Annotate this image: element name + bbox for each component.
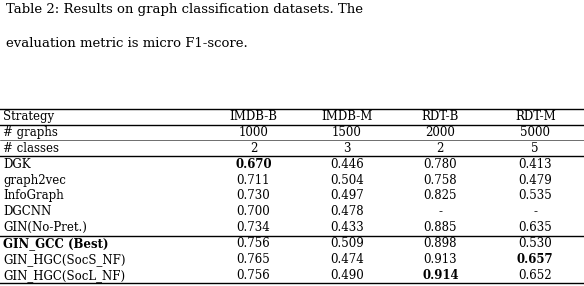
Text: 5000: 5000	[520, 126, 550, 139]
Text: 0.765: 0.765	[237, 253, 270, 266]
Text: 0.479: 0.479	[519, 174, 552, 186]
Text: 0.413: 0.413	[519, 158, 552, 171]
Text: 0.474: 0.474	[330, 253, 364, 266]
Text: DGCNN: DGCNN	[3, 205, 51, 218]
Text: GIN_GCC (Best): GIN_GCC (Best)	[3, 237, 109, 250]
Text: 0.914: 0.914	[422, 269, 458, 282]
Text: 5: 5	[531, 142, 539, 155]
Text: # classes: # classes	[3, 142, 59, 155]
Text: # graphs: # graphs	[3, 126, 58, 139]
Text: 0.504: 0.504	[330, 174, 364, 186]
Text: 0.652: 0.652	[519, 269, 552, 282]
Text: 0.780: 0.780	[423, 158, 457, 171]
Text: 0.478: 0.478	[330, 205, 364, 218]
Text: 0.898: 0.898	[423, 237, 457, 250]
Text: 0.509: 0.509	[330, 237, 364, 250]
Text: DGK: DGK	[3, 158, 30, 171]
Text: IMDB-M: IMDB-M	[321, 110, 373, 123]
Text: 0.657: 0.657	[517, 253, 554, 266]
Text: 0.635: 0.635	[519, 221, 552, 234]
Text: 1500: 1500	[332, 126, 362, 139]
Text: 1000: 1000	[238, 126, 269, 139]
Text: 0.734: 0.734	[237, 221, 270, 234]
Text: 0.825: 0.825	[423, 189, 457, 202]
Text: 0.670: 0.670	[235, 158, 272, 171]
Text: 0.700: 0.700	[237, 205, 270, 218]
Text: InfoGraph: InfoGraph	[3, 189, 64, 202]
Text: 0.535: 0.535	[519, 189, 552, 202]
Text: 0.885: 0.885	[423, 221, 457, 234]
Text: 0.758: 0.758	[423, 174, 457, 186]
Text: 0.490: 0.490	[330, 269, 364, 282]
Text: 0.530: 0.530	[519, 237, 552, 250]
Text: 0.446: 0.446	[330, 158, 364, 171]
Text: 0.756: 0.756	[237, 269, 270, 282]
Text: 0.756: 0.756	[237, 237, 270, 250]
Text: GIN_HGC(SocL_NF): GIN_HGC(SocL_NF)	[3, 269, 125, 282]
Text: IMDB-B: IMDB-B	[230, 110, 277, 123]
Text: 2: 2	[437, 142, 444, 155]
Text: RDT-M: RDT-M	[515, 110, 555, 123]
Text: 2: 2	[250, 142, 257, 155]
Text: Table 2: Results on graph classification datasets. The: Table 2: Results on graph classification…	[6, 3, 363, 16]
Text: 0.711: 0.711	[237, 174, 270, 186]
Text: 0.730: 0.730	[237, 189, 270, 202]
Text: graph2vec: graph2vec	[3, 174, 66, 186]
Text: RDT-B: RDT-B	[422, 110, 459, 123]
Text: GIN_HGC(SocS_NF): GIN_HGC(SocS_NF)	[3, 253, 126, 266]
Text: 3: 3	[343, 142, 350, 155]
Text: 0.913: 0.913	[423, 253, 457, 266]
Text: 2000: 2000	[425, 126, 456, 139]
Text: evaluation metric is micro F1-score.: evaluation metric is micro F1-score.	[6, 37, 248, 50]
Text: 0.497: 0.497	[330, 189, 364, 202]
Text: -: -	[439, 205, 442, 218]
Text: -: -	[533, 205, 537, 218]
Text: 0.433: 0.433	[330, 221, 364, 234]
Text: GIN(No-Pret.): GIN(No-Pret.)	[3, 221, 87, 234]
Text: Strategy: Strategy	[3, 110, 54, 123]
